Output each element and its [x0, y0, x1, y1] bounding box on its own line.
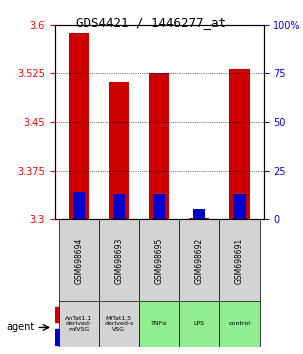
- Bar: [73, 192, 85, 219]
- Text: GSM698691: GSM698691: [235, 238, 244, 284]
- Text: control: control: [228, 321, 251, 326]
- Bar: [55, 329, 67, 345]
- Bar: [149, 73, 169, 219]
- FancyBboxPatch shape: [58, 219, 99, 302]
- Text: GSM698694: GSM698694: [74, 238, 83, 284]
- Text: LPS: LPS: [194, 321, 205, 326]
- Text: TNFα: TNFα: [151, 321, 167, 326]
- Bar: [55, 307, 67, 322]
- Bar: [233, 194, 245, 219]
- Text: transformed count: transformed count: [73, 310, 152, 319]
- Bar: [68, 33, 89, 219]
- FancyBboxPatch shape: [99, 301, 139, 347]
- Text: GSM698692: GSM698692: [195, 238, 204, 284]
- Bar: [153, 194, 165, 219]
- Text: MiTat1.5
derived-s
VSG: MiTat1.5 derived-s VSG: [104, 316, 134, 332]
- FancyBboxPatch shape: [139, 301, 179, 347]
- FancyBboxPatch shape: [219, 219, 260, 302]
- FancyBboxPatch shape: [179, 301, 219, 347]
- FancyBboxPatch shape: [139, 219, 179, 302]
- FancyBboxPatch shape: [219, 301, 260, 347]
- Bar: [189, 218, 209, 219]
- Bar: [109, 82, 129, 219]
- FancyBboxPatch shape: [99, 219, 139, 302]
- Bar: [229, 69, 250, 219]
- Text: GSM698693: GSM698693: [114, 238, 123, 284]
- FancyBboxPatch shape: [58, 301, 99, 347]
- Bar: [193, 210, 205, 219]
- Text: agent: agent: [6, 322, 34, 332]
- Text: GDS4421 / 1446277_at: GDS4421 / 1446277_at: [76, 16, 227, 29]
- Bar: [113, 194, 125, 219]
- Text: GSM698695: GSM698695: [155, 238, 164, 284]
- Text: AnTat1.1
derived-
mfVSG: AnTat1.1 derived- mfVSG: [65, 316, 92, 332]
- Text: percentile rank within the sample: percentile rank within the sample: [73, 333, 215, 342]
- FancyBboxPatch shape: [179, 219, 219, 302]
